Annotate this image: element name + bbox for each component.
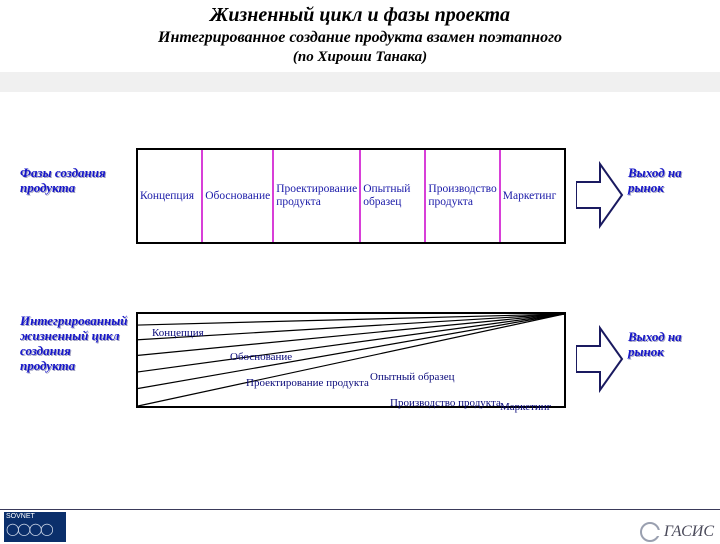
phase-cell: Концепция — [138, 150, 201, 242]
phase-cell: Проектирование продукта — [272, 150, 359, 242]
sequential-side-label: Фазы создания продукта — [20, 166, 128, 196]
integrated-section: Интегрированный жизненный цикл создания … — [0, 300, 720, 420]
sovnet-logo: SOVNET ◯◯◯◯ — [4, 512, 66, 542]
integrated-output-label: Выход на рынок — [628, 330, 718, 360]
page-title: Жизненный цикл и фазы проекта — [0, 4, 720, 27]
integrated-side-label: Интегрированный жизненный цикл создания … — [20, 314, 128, 374]
integrated-phase-label: Производство продукта — [390, 398, 501, 410]
integrated-phase-label: Опытный образец — [370, 372, 455, 384]
sequential-section: Фазы создания продукта КонцепцияОбоснова… — [0, 136, 720, 256]
integrated-diagram: Концепция Обоснование Проектирование проду… — [136, 312, 566, 408]
tasis-text: ГАСИС — [664, 523, 714, 541]
sovnet-rings-icon: ◯◯◯◯ — [6, 522, 64, 536]
tasis-ring-icon — [640, 522, 660, 542]
sequential-arrow — [576, 160, 624, 230]
page-subtitle: Интегрированное создание продукта взамен… — [0, 29, 720, 47]
sequential-output-label: Выход на рынок — [628, 166, 718, 196]
integrated-phase-label: Обоснование — [230, 352, 292, 364]
phase-cell: Маркетинг — [499, 150, 564, 242]
footer: SOVNET ◯◯◯◯ ГАСИС — [0, 508, 720, 544]
integrated-arrow — [576, 324, 624, 394]
page-author: (по Хироши Танака) — [0, 49, 720, 66]
sovnet-text: SOVNET — [6, 513, 35, 520]
tasis-logo: ГАСИС — [640, 522, 714, 542]
integrated-phase-label: Концепция — [152, 328, 204, 340]
integrated-phase-label: Проектирование продукта — [246, 378, 369, 390]
phase-cell: Обоснование — [201, 150, 272, 242]
separator-strip — [0, 72, 720, 92]
integrated-phase-label: Маркетинг — [500, 402, 551, 414]
sequential-phases-box: КонцепцияОбоснованиеПроектирование проду… — [136, 148, 566, 244]
phase-cell: Опытный образец — [359, 150, 424, 242]
phase-cell: Производство продукта — [424, 150, 498, 242]
